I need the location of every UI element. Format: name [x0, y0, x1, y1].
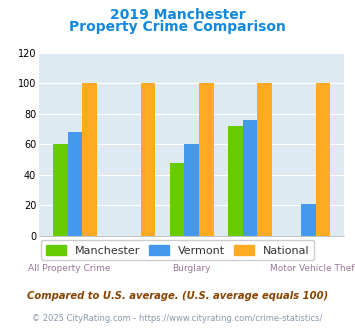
Bar	[199, 83, 214, 236]
Bar	[141, 83, 155, 236]
Text: Arson: Arson	[118, 251, 143, 260]
Legend: Manchester, Vermont, National: Manchester, Vermont, National	[41, 240, 314, 260]
Text: © 2025 CityRating.com - https://www.cityrating.com/crime-statistics/: © 2025 CityRating.com - https://www.city…	[32, 314, 323, 323]
Bar	[67, 132, 82, 236]
Bar	[228, 126, 243, 236]
Bar	[243, 120, 257, 236]
Bar	[170, 163, 184, 236]
Bar	[316, 83, 331, 236]
Text: Property Crime Comparison: Property Crime Comparison	[69, 20, 286, 34]
Text: Motor Vehicle Theft: Motor Vehicle Theft	[270, 264, 355, 273]
Bar	[184, 145, 199, 236]
Bar	[82, 83, 97, 236]
Text: 2019 Manchester: 2019 Manchester	[110, 8, 245, 22]
Bar	[301, 204, 316, 236]
Bar	[257, 83, 272, 236]
Bar	[53, 145, 67, 236]
Text: Compared to U.S. average. (U.S. average equals 100): Compared to U.S. average. (U.S. average …	[27, 291, 328, 301]
Text: Larceny & Theft: Larceny & Theft	[217, 251, 289, 260]
Text: All Property Crime: All Property Crime	[28, 264, 111, 273]
Text: Burglary: Burglary	[173, 264, 211, 273]
